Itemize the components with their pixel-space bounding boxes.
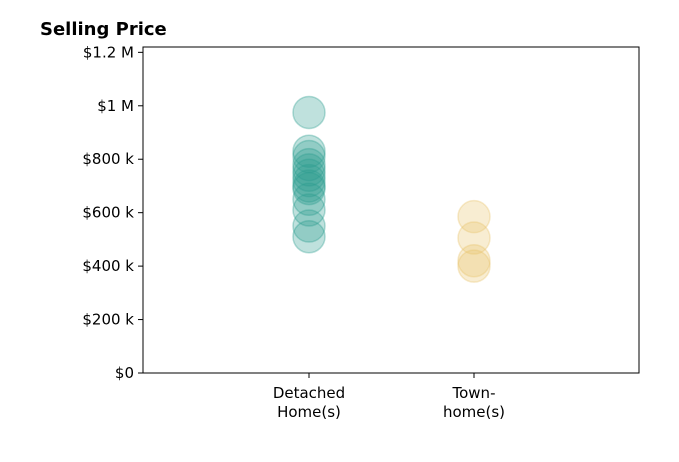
y-tick-label: $1 M (97, 97, 134, 115)
data-point (457, 221, 491, 255)
data-point (292, 193, 326, 227)
x-category-label: home(s) (443, 403, 505, 421)
data-points (292, 95, 491, 283)
data-point (292, 134, 326, 168)
y-tick-label: $200 k (82, 311, 134, 329)
plot-area-frame (142, 46, 640, 374)
data-point (457, 199, 491, 234)
y-tick-label: $1.2 M (83, 43, 134, 61)
data-point (292, 182, 326, 217)
data-point (292, 158, 326, 193)
x-category-label: Detached (273, 384, 345, 402)
x-category-label: Town- (452, 384, 496, 402)
y-axis: $0 $200 k $400 k $600 k $800 k $1 M $1.2 M (82, 43, 143, 382)
y-tick-label: $600 k (82, 204, 134, 222)
y-tick-label: $400 k (82, 257, 134, 275)
data-point (457, 249, 491, 283)
data-point (292, 219, 326, 254)
data-point (292, 209, 326, 243)
data-point (292, 171, 326, 206)
chart-title: Selling Price (40, 19, 167, 40)
data-point (292, 153, 326, 187)
data-point (292, 95, 326, 130)
y-tick-label: $0 (115, 364, 134, 382)
data-point (292, 169, 326, 203)
data-point (292, 139, 326, 174)
x-category-label: Home(s) (277, 403, 341, 421)
data-point (292, 147, 326, 182)
data-point (292, 163, 326, 198)
y-tick-label: $800 k (82, 150, 134, 168)
data-point (457, 244, 491, 278)
